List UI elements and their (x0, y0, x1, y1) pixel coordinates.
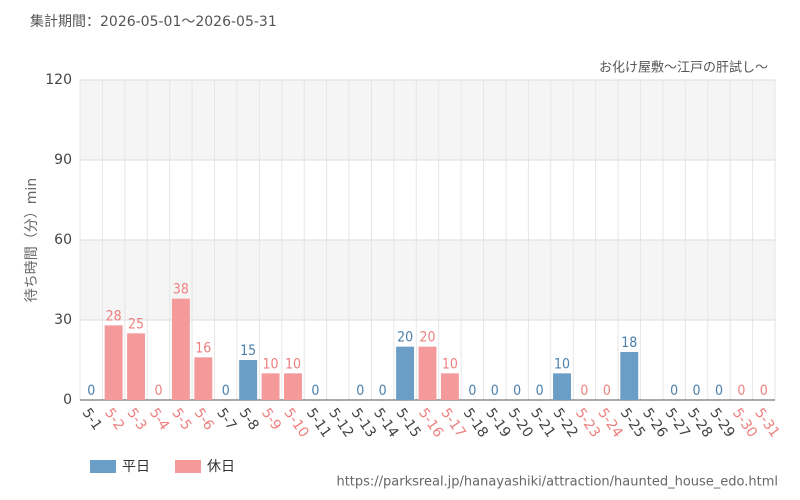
value-label: 0 (87, 383, 95, 399)
bar (396, 346, 415, 400)
bar (171, 298, 190, 400)
value-label: 0 (513, 383, 521, 399)
value-label: 10 (285, 356, 301, 372)
grid-band (80, 80, 775, 160)
chart-title: お化け屋敷～江戸の肝試し～ (599, 60, 768, 76)
x-tick-label: 5-31 (751, 405, 782, 440)
bar (440, 373, 459, 400)
value-label: 0 (356, 383, 364, 399)
legend-swatch (90, 460, 116, 473)
legend-label: 平日 (122, 459, 150, 475)
value-label: 0 (536, 383, 544, 399)
value-label: 10 (263, 356, 279, 372)
x-tick-label: 5-4 (146, 405, 172, 433)
value-label: 0 (715, 383, 723, 399)
value-label: 0 (737, 383, 745, 399)
legend-swatch (175, 460, 201, 473)
value-label: 0 (603, 383, 611, 399)
value-label: 0 (222, 383, 230, 399)
value-label: 28 (106, 308, 122, 324)
value-label: 10 (554, 356, 570, 372)
bar (127, 333, 146, 400)
period: 集計期間：2026-05-01～2026-05-31 (30, 13, 277, 30)
value-label: 0 (311, 383, 319, 399)
value-label: 0 (154, 383, 162, 399)
value-label: 0 (491, 383, 499, 399)
bar (418, 346, 437, 400)
value-label: 15 (240, 343, 256, 359)
value-label: 0 (760, 383, 768, 399)
x-tick-label: 5-8 (236, 405, 262, 433)
value-label: 0 (670, 383, 678, 399)
value-label: 38 (173, 282, 189, 298)
value-label: 0 (379, 383, 387, 399)
x-tick-label: 5-7 (213, 405, 239, 433)
bar (620, 352, 639, 400)
value-label: 18 (621, 335, 637, 351)
value-label: 20 (419, 330, 435, 346)
x-tick-label: 5-5 (168, 405, 194, 433)
y-tick-label: 90 (54, 152, 72, 168)
source-url: https://parksreal.jp/hanayashiki/attract… (336, 475, 778, 490)
value-label: 16 (195, 340, 211, 356)
x-tick-label: 5-1 (79, 405, 105, 433)
bar (284, 373, 302, 400)
x-tick-label: 5-6 (191, 405, 217, 433)
grid-band (80, 240, 775, 320)
value-label: 10 (442, 356, 458, 372)
value-label: 0 (468, 383, 476, 399)
y-tick-label: 60 (54, 232, 72, 248)
y-tick-label: 0 (63, 392, 72, 408)
bar (194, 357, 213, 400)
x-tick-label: 5-3 (123, 405, 149, 433)
bar (261, 373, 280, 400)
value-label: 0 (580, 383, 588, 399)
value-label: 0 (693, 383, 701, 399)
value-label: 20 (397, 330, 413, 346)
value-label: 25 (128, 316, 144, 332)
bar (553, 373, 571, 400)
y-tick-label: 30 (54, 312, 72, 328)
y-axis-label: 待ち時間（分）min (24, 178, 40, 302)
legend-label: 休日 (207, 459, 235, 475)
bar (239, 360, 258, 400)
bar (104, 325, 123, 400)
x-tick-label: 5-9 (258, 405, 284, 433)
x-tick-label: 5-2 (101, 405, 127, 433)
y-tick-label: 120 (45, 72, 72, 88)
